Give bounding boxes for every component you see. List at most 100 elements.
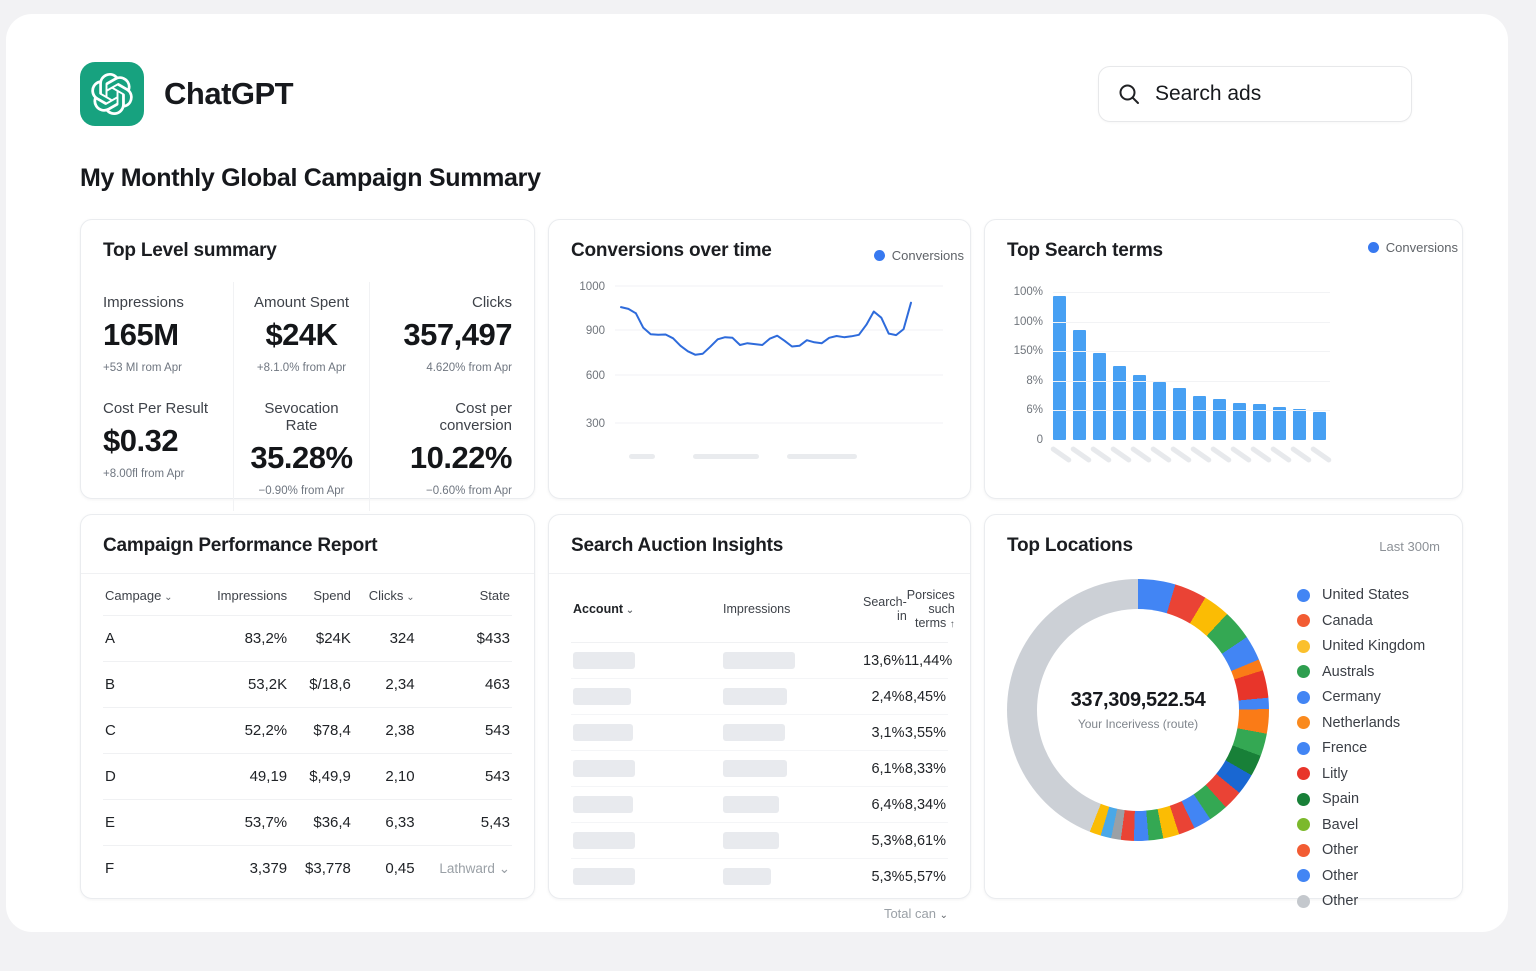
legend-label: United States	[1322, 587, 1410, 603]
sort-caret-icon: ⌄	[403, 592, 415, 603]
metric-label: Amount Spent	[253, 294, 350, 311]
legend-label: Canada	[1322, 612, 1373, 629]
cell-porsices-such-terms: 11,44%	[904, 652, 953, 669]
account-placeholder	[573, 796, 633, 813]
metric-value: 35.28%	[250, 440, 353, 475]
legend-item-netherlands: Netherlands	[1297, 715, 1425, 731]
metric-label: Cost Per Result	[103, 400, 209, 417]
table-row: D 49,19 $,49,9 2,10 543	[103, 753, 512, 800]
metric-value: $24K	[265, 317, 338, 352]
cell-impressions: 3,379	[194, 845, 290, 891]
bar-chart: 100% 100% 150% 8% 6% 0	[1007, 286, 1440, 492]
legend-dot-icon	[1297, 639, 1310, 653]
impressions-placeholder	[723, 868, 771, 885]
gridline	[1053, 410, 1330, 412]
card-conversions-over-time: Conversions over time Conversions 1000 90…	[548, 219, 971, 499]
cell-campaign: E	[103, 799, 195, 846]
cell-state: $433	[416, 615, 512, 662]
table-row: C 52,2% $78,4 2,38 543	[103, 707, 512, 754]
x-tick-placeholder	[1093, 450, 1106, 472]
metric-value: $0.32	[103, 423, 179, 458]
auction-row: 5,3% 8,61%	[571, 822, 948, 858]
gridline	[1053, 351, 1330, 353]
impressions-placeholder	[723, 832, 779, 849]
y-tick-label: 150%	[1013, 345, 1043, 358]
sort-caret-icon: ⌄	[161, 592, 173, 603]
account-placeholder	[573, 868, 635, 885]
cell-campaign: A	[103, 615, 195, 662]
x-tick-placeholder	[1113, 450, 1126, 472]
metric-value: 165M	[103, 317, 179, 352]
bar	[1213, 398, 1226, 440]
svg-text:300: 300	[586, 418, 605, 430]
search-input[interactable]: Search ads	[1098, 66, 1412, 122]
gridline	[1053, 292, 1330, 293]
legend-item-other: Other	[1297, 868, 1425, 884]
impressions-placeholder	[723, 724, 785, 741]
legend-dot-icon	[1297, 792, 1310, 806]
impressions-placeholder	[723, 652, 795, 669]
line-chart: 1000 900 600 300	[571, 272, 948, 492]
state-dropdown[interactable]: Lathward ⌄	[416, 845, 512, 891]
legend-label: Netherlands	[1322, 714, 1401, 731]
cell-spend: $/18,6	[289, 661, 353, 708]
cell-clicks: 2,10	[352, 753, 417, 800]
bar	[1293, 408, 1306, 440]
column-header-account[interactable]: Account ⌄	[573, 602, 635, 616]
y-tick-label: 100%	[1013, 315, 1043, 328]
cell-state: 543	[416, 753, 512, 800]
cell-search-in: 6,4%	[871, 796, 905, 813]
x-tick-placeholder	[1133, 450, 1146, 472]
legend-item-canada: Canada	[1297, 613, 1425, 629]
impressions-placeholder	[723, 796, 779, 813]
legend-item-other: Other	[1297, 842, 1425, 858]
cell-clicks: 6,33	[352, 799, 417, 846]
card-title: Top Level summary	[103, 240, 277, 261]
cell-search-in: 3,1%	[871, 724, 905, 741]
cell-state: 5,43	[416, 799, 512, 846]
x-tick-placeholder	[1313, 450, 1326, 472]
legend-label: Other	[1322, 867, 1359, 884]
cell-clicks: 2,34	[352, 661, 417, 708]
column-header-clicks[interactable]: Clicks ⌄	[368, 588, 415, 603]
account-placeholder	[573, 760, 635, 777]
legend-label: Other	[1322, 893, 1359, 909]
legend-label: Australs	[1322, 663, 1375, 680]
line-chart-legend: Conversions	[873, 248, 964, 263]
campaign-table: Campage ⌄ Impressions Spend Clicks ⌄ State A…	[103, 574, 512, 891]
bar	[1273, 407, 1286, 440]
metric-label: Sevocation Rate	[264, 400, 339, 434]
card-search-auction-insights: Search Auction Insights Account ⌄ Impress…	[548, 514, 971, 921]
auction-row: 3,1% 3,55%	[571, 714, 948, 750]
legend-item-frence: Frence	[1297, 740, 1425, 756]
column-header-campage[interactable]: Campage ⌄	[105, 588, 173, 603]
cell-search-in: 13,6%	[863, 652, 905, 669]
legend-dot-icon	[1297, 869, 1310, 882]
gridline	[1053, 380, 1330, 382]
x-tick-placeholder	[1193, 450, 1206, 472]
auction-table-body: 13,6% 11,44% 2,4% 8,45% 3,1% 3,55% 6,1% 8,33% 6,…	[571, 642, 952, 894]
cell-campaign: D	[103, 753, 195, 800]
total-can-dropdown[interactable]: Total can ⌄	[571, 906, 948, 921]
metric-delta: −0.60% from Apr	[426, 485, 512, 497]
table-row: B 53,2K $/18,6 2,34 463	[103, 661, 512, 708]
metric-clicks: Clicks 357,497 4.620% from Apr	[369, 282, 512, 388]
search-text: Search ads	[1155, 82, 1262, 105]
x-tick-placeholder	[1173, 450, 1186, 472]
cell-search-in: 2,4%	[871, 688, 905, 705]
account-placeholder	[573, 688, 631, 705]
table-row: F 3,379 $3,778 0,45 Lathward ⌄	[103, 845, 512, 891]
auction-table-header: Account ⌄ Impressions Search-in Porsices su…	[571, 574, 955, 642]
legend-dot-icon	[1297, 690, 1310, 704]
legend-item-other: Other	[1297, 893, 1425, 909]
legend-item-australs: Australs	[1297, 664, 1425, 680]
auction-row: 5,3% 5,57%	[571, 858, 948, 894]
legend-dot-icon	[1297, 665, 1310, 678]
cell-campaign: F	[103, 845, 195, 891]
gridline	[1053, 321, 1330, 323]
legend-item-united-kingdom: United Kingdom	[1297, 638, 1425, 654]
card-top-locations: Top Locations Last 300m 337,309,522.54 Y…	[984, 514, 1463, 909]
column-header-porsices-such-terms[interactable]: Porsices such terms ↑	[906, 588, 955, 630]
cell-search-in: 5,3%	[871, 832, 905, 849]
y-tick-label: 100%	[1013, 286, 1043, 298]
